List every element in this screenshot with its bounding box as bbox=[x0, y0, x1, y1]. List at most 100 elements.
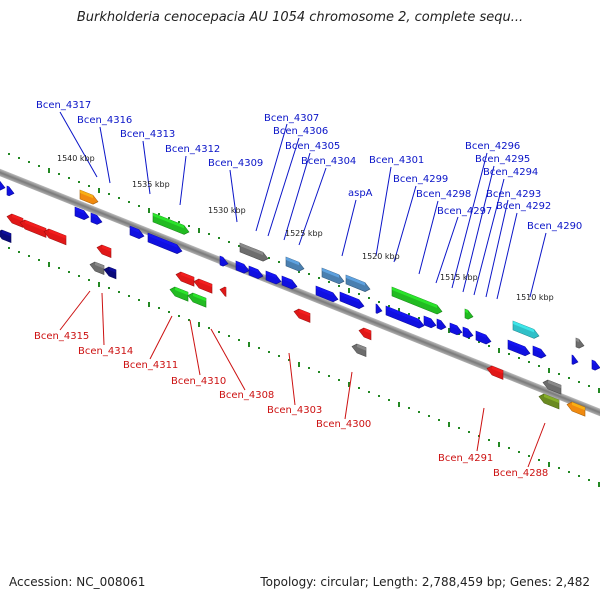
gene-label: Bcen_4298 bbox=[416, 189, 471, 200]
gene-arrow bbox=[436, 318, 447, 330]
kbp-label: 1515 kbp bbox=[440, 273, 478, 282]
leader-line bbox=[149, 315, 173, 360]
gene-arrow bbox=[532, 345, 547, 359]
gene-label: Bcen_4294 bbox=[483, 167, 538, 178]
gene-arrow bbox=[507, 339, 531, 357]
gene-arrow bbox=[89, 261, 105, 276]
tick-mark bbox=[138, 299, 140, 301]
kbp-label: 1510 kbp bbox=[516, 293, 554, 302]
tick-mark bbox=[378, 395, 380, 397]
tick-mark bbox=[598, 388, 600, 393]
gene-arrow bbox=[239, 242, 269, 262]
tick-mark bbox=[98, 188, 100, 193]
tick-mark bbox=[58, 173, 60, 175]
tick-mark bbox=[348, 288, 350, 293]
tick-mark bbox=[208, 233, 210, 235]
tick-mark bbox=[178, 221, 180, 223]
gene-arrow bbox=[385, 305, 425, 329]
tick-mark bbox=[208, 327, 210, 329]
gene-label: Bcen_4296 bbox=[465, 141, 520, 152]
gene-features bbox=[0, 179, 600, 417]
gene-arrow bbox=[449, 322, 463, 336]
tick-mark bbox=[508, 353, 510, 355]
tick-mark bbox=[328, 375, 330, 377]
tick-mark bbox=[438, 419, 440, 421]
gene-label: Bcen_4301 bbox=[369, 155, 424, 166]
tick-mark bbox=[168, 217, 170, 219]
gene-arrow bbox=[219, 255, 229, 267]
tick-mark bbox=[568, 471, 570, 473]
leader-line bbox=[189, 319, 201, 376]
leader-line bbox=[267, 137, 300, 237]
gene-arrow bbox=[464, 308, 474, 320]
kbp-label: 1525 kbp bbox=[285, 229, 323, 238]
tick-mark bbox=[468, 431, 470, 433]
gene-arrow bbox=[129, 225, 145, 239]
leader-line bbox=[59, 290, 91, 331]
gene-arrow bbox=[375, 303, 383, 314]
tick-mark bbox=[88, 185, 90, 187]
leader-line bbox=[179, 155, 187, 206]
tick-mark bbox=[448, 328, 450, 333]
gene-arrow bbox=[175, 271, 195, 287]
gene-label: Bcen_4317 bbox=[36, 100, 91, 111]
gene-label: Bcen_4290 bbox=[527, 221, 582, 232]
gene-label: Bcen_4316 bbox=[77, 115, 132, 126]
tick-mark bbox=[198, 228, 200, 233]
leader-line bbox=[344, 371, 353, 420]
tick-mark bbox=[358, 387, 360, 389]
gene-arrow bbox=[6, 185, 15, 197]
gene-arrow bbox=[169, 286, 189, 302]
gene-arrow bbox=[591, 359, 600, 371]
tick-mark bbox=[128, 201, 130, 203]
leader-line bbox=[341, 199, 357, 257]
gene-arrow bbox=[475, 330, 492, 345]
tick-mark bbox=[238, 245, 240, 247]
tick-mark bbox=[588, 385, 590, 387]
leader-line bbox=[418, 200, 439, 275]
tick-mark bbox=[98, 282, 100, 287]
gene-arrow bbox=[339, 291, 365, 309]
gene-arrow bbox=[248, 265, 264, 279]
tick-mark bbox=[388, 305, 390, 307]
kbp-label: 1535 kbp bbox=[132, 180, 170, 189]
gene-arrow bbox=[538, 393, 560, 410]
tick-mark bbox=[268, 257, 270, 259]
gene-arrow bbox=[391, 286, 443, 315]
tick-mark bbox=[288, 359, 290, 361]
tick-mark bbox=[68, 177, 70, 179]
tick-mark bbox=[578, 381, 580, 383]
gene-arrow bbox=[575, 337, 585, 349]
kbp-label: 1530 kbp bbox=[208, 206, 246, 215]
tick-mark bbox=[498, 442, 500, 447]
gene-label: Bcen_4304 bbox=[301, 156, 356, 167]
gene-arrow bbox=[90, 212, 103, 225]
tick-mark bbox=[238, 339, 240, 341]
tick-mark bbox=[28, 255, 30, 257]
tick-mark bbox=[558, 467, 560, 469]
leader-line bbox=[485, 199, 509, 298]
tick-mark bbox=[588, 479, 590, 481]
gene-arrow bbox=[566, 401, 586, 417]
gene-arrow bbox=[512, 320, 540, 339]
leader-line bbox=[473, 178, 505, 296]
tick-mark bbox=[598, 482, 600, 487]
gene-arrow bbox=[486, 365, 504, 380]
leader-line bbox=[298, 167, 327, 246]
tick-mark bbox=[278, 355, 280, 357]
tick-mark bbox=[228, 241, 230, 243]
gene-label: Bcen_4295 bbox=[475, 154, 530, 165]
tick-mark bbox=[318, 371, 320, 373]
leader-line bbox=[435, 216, 459, 284]
tick-mark bbox=[478, 341, 480, 343]
gene-label: Bcen_4306 bbox=[273, 126, 328, 137]
tick-mark bbox=[48, 168, 50, 173]
leader-line bbox=[451, 152, 488, 289]
tick-mark bbox=[368, 297, 370, 299]
gene-arrow bbox=[423, 315, 437, 329]
tick-mark bbox=[348, 382, 350, 387]
gene-label: Bcen_4311 bbox=[123, 360, 178, 371]
gene-arrow bbox=[0, 179, 6, 191]
leader-line bbox=[527, 422, 546, 468]
gene-label: Bcen_4308 bbox=[219, 390, 274, 401]
